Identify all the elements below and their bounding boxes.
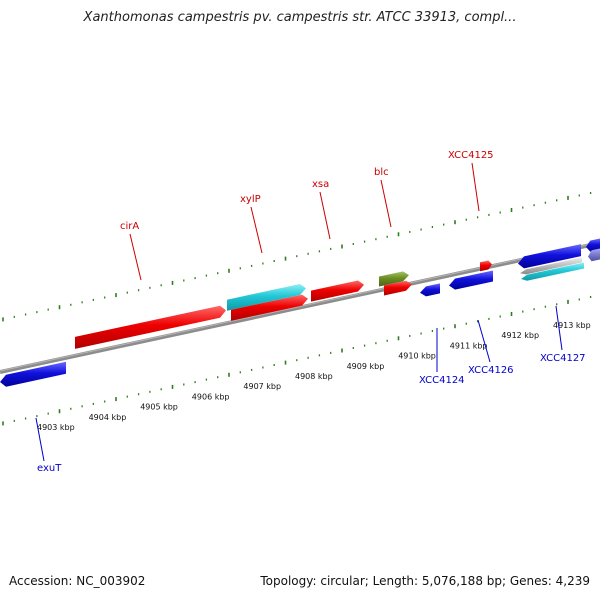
gene-label-XCC4126: XCC4126: [468, 365, 514, 376]
gene-label-XCC4125: XCC4125: [448, 150, 494, 161]
gene-arrows: [0, 238, 600, 387]
scale-label: 4909 kbp: [347, 362, 385, 371]
scale-label: 4904 kbp: [89, 413, 127, 422]
scale-label: 4912 kbp: [501, 331, 539, 340]
label-leader-line: [250, 206, 263, 254]
gene-label-XCC4124: XCC4124: [419, 375, 465, 386]
scale-label: 4908 kbp: [295, 372, 333, 381]
gene-label-blc: blc: [374, 167, 389, 178]
accession-text: Accession: NC_003902: [9, 574, 146, 588]
scale-label: 4913 kbp: [553, 321, 591, 330]
label-leader-line: [471, 162, 480, 212]
label-leader-line: [477, 319, 491, 363]
gene-label-xylP: xylP: [240, 194, 261, 205]
map-title: Xanthomonas campestris pv. campestris st…: [83, 10, 517, 25]
genome-backbone-highlight: [0, 241, 600, 372]
scale-label: 4905 kbp: [140, 403, 178, 412]
gene-arrow-XCC4125: [480, 260, 492, 272]
gene-arrow-cirA: [75, 305, 226, 349]
gene-arrow-reverse-4: [520, 257, 582, 275]
genome-backbone: [0, 241, 600, 374]
gene-arrow-reverse-6: [586, 238, 600, 252]
gene-label-XCC4127: XCC4127: [540, 353, 586, 364]
scale-label: 4910 kbp: [398, 352, 436, 361]
gene-label-xsa: xsa: [312, 179, 329, 190]
gene-arrow-XCC4127: [521, 262, 584, 281]
genome-summary-text: Topology: circular; Length: 5,076,188 bp…: [260, 574, 590, 588]
gene-arrow-blc: [384, 280, 412, 296]
label-leader-line: [380, 179, 392, 228]
gene-arrow-reverse-3: [518, 244, 581, 269]
gene-arrow-forward-2: [231, 294, 308, 321]
label-leader-line: [129, 233, 142, 281]
scale-label: 4911 kbp: [450, 341, 488, 350]
scale-label: 4907 kbp: [243, 382, 281, 391]
gene-arrow-xsa: [311, 280, 364, 302]
gene-arrow-XCC4124: [420, 283, 440, 297]
gene-arrow-XCC4126: [449, 270, 493, 290]
scale-label: 4903 kbp: [37, 423, 75, 432]
scale-label: 4906 kbp: [192, 392, 230, 401]
gene-label-cirA: cirA: [120, 221, 139, 232]
scale-labels: 4903 kbp 4904 kbp 4905 kbp 4906 kbp 4907 kbp…: [37, 321, 591, 432]
label-leader-line: [319, 191, 331, 240]
gene-label-exuT: exuT: [37, 463, 62, 474]
label-leader-line: [35, 417, 45, 462]
tick-marks: [2, 192, 592, 426]
gene-arrow-forward-4: [379, 271, 409, 287]
gene-arrow-xylP: [227, 284, 306, 311]
label-leader-line: [555, 305, 563, 351]
gene-arrow-reverse-7: [588, 248, 600, 262]
gene-arrow-exuT: [0, 361, 66, 387]
